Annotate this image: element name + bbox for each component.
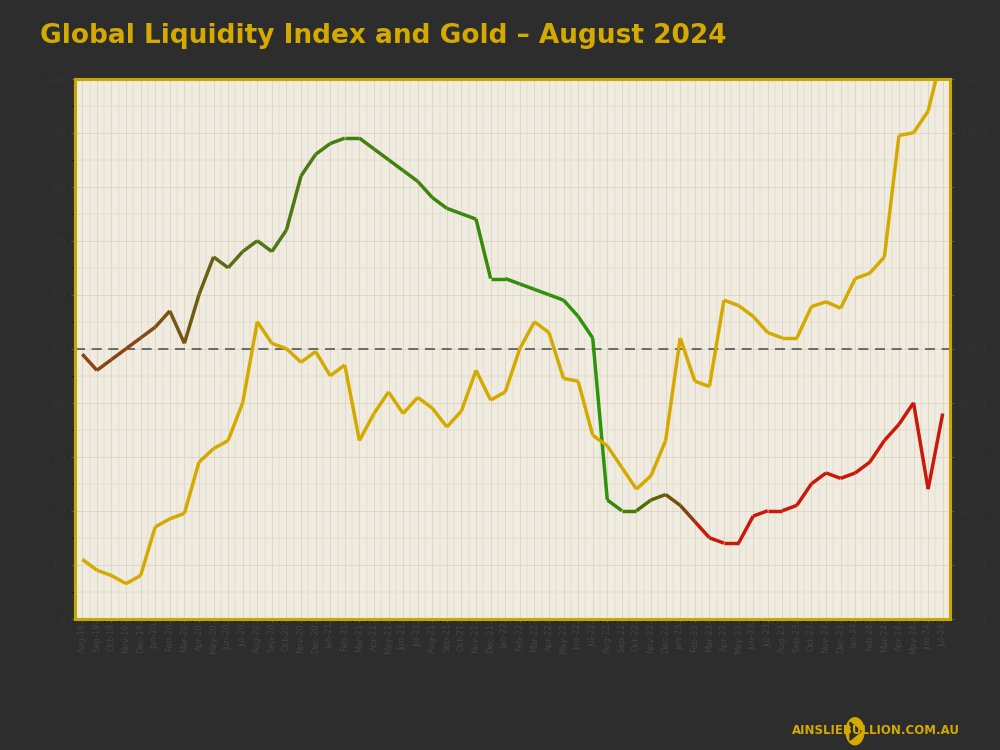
Text: Global Liquidity Index and Gold – August 2024: Global Liquidity Index and Gold – August…	[40, 22, 726, 49]
Circle shape	[846, 718, 864, 745]
Polygon shape	[850, 722, 861, 740]
Text: AINSLIEBULLION.COM.AU: AINSLIEBULLION.COM.AU	[792, 724, 960, 736]
